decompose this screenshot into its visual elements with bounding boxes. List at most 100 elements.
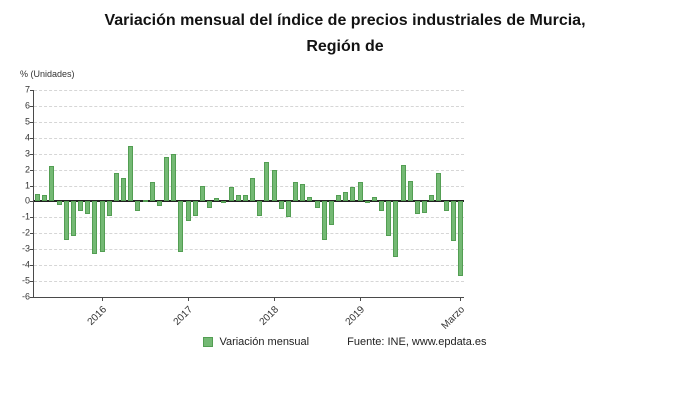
bar [400,164,406,202]
y-tick-label: 6 [24,100,30,111]
gridline [34,169,464,171]
y-tick-mark [30,265,34,267]
x-tick-mark [360,297,362,301]
bar [293,182,299,202]
y-tick-mark [30,169,34,171]
bar [106,201,112,216]
bar [250,177,256,202]
bar [271,169,277,202]
bar [156,201,162,207]
x-tick-mark [102,297,104,301]
bar [199,185,205,202]
gridline [34,249,464,251]
y-tick-label: 4 [24,132,30,143]
y-tick-label: -2 [21,227,30,238]
bar [371,196,377,202]
y-tick-label: 1 [24,180,30,191]
y-tick-mark [30,121,34,123]
y-tick-label: -5 [21,275,30,286]
bar [135,201,141,211]
bar [328,201,334,226]
bar [436,172,442,202]
bar [121,177,127,202]
gridline [34,137,464,139]
bar [314,201,320,208]
bar [221,201,227,204]
bar [429,195,435,202]
bar [63,201,69,240]
x-tick-mark [460,297,462,301]
bar [264,161,270,202]
bar [414,201,420,215]
y-tick-mark [30,217,34,219]
bar [257,201,263,216]
bar [379,201,385,211]
legend: Variación mensual Fuente: INE, www.epdat… [0,336,690,348]
y-tick-mark [30,249,34,251]
y-tick-mark [30,201,34,203]
gridline [34,185,464,187]
bar [386,201,392,237]
plot-area: 7 6 5 4 3 2 1 0 -1 -2 -3 -4 -5 -6 2016 2017 2018 2019 Marz… [22,85,467,332]
gridline [34,121,464,123]
bar [450,201,456,242]
bar [92,201,98,254]
y-tick-mark [30,137,34,139]
bar [443,201,449,211]
bar [42,195,48,202]
zero-baseline [34,200,464,203]
y-tick-mark [30,185,34,187]
bar [364,201,370,204]
y-tick-label: -1 [21,211,30,222]
legend-swatch-icon [203,337,214,347]
y-tick-label: 7 [24,84,30,95]
bar [457,201,463,277]
bar [422,201,428,213]
y-tick-mark [30,281,34,283]
bar [149,182,155,202]
y-tick-label: -6 [21,291,30,302]
bar [307,196,313,202]
bar [321,201,327,240]
y-tick-mark [30,233,34,235]
legend-item-variacion-mensual: Variación mensual [203,336,309,348]
y-tick-mark [30,297,34,298]
chart-title-line-1: Variación mensual del índice de precios … [104,12,586,29]
source-attribution: Fuente: INE, www.epdata.es [347,336,487,348]
x-tick-mark [188,297,190,301]
bar [128,145,134,202]
y-tick-label: 3 [24,148,30,159]
bar [357,182,363,202]
bar [113,172,119,202]
bar [78,201,84,211]
bar [285,201,291,218]
bar [49,166,55,202]
bar [336,195,342,202]
bar [99,201,105,253]
y-tick-mark [30,90,34,91]
bar [343,191,349,202]
chart-title-line-2: Región de [306,37,384,55]
legend-label: Variación mensual [219,336,310,348]
bar [192,201,198,216]
y-tick-label: -4 [21,259,30,270]
bar [228,187,234,202]
bar [56,201,62,205]
bar [350,187,356,202]
bar [85,201,91,215]
gridline [34,90,464,91]
y-tick-label: 2 [24,164,30,175]
bar [214,198,220,202]
bar [235,195,241,202]
x-tick-mark [274,297,276,301]
gridline [34,105,464,107]
y-tick-label: 0 [24,195,30,206]
bar [35,193,41,202]
bar [242,195,248,202]
bar [300,183,306,202]
chart-title: Variación mensual del índice de precios … [0,8,690,59]
bar [278,201,284,210]
gridline [34,153,464,155]
gridline [34,265,464,267]
bar [185,201,191,221]
